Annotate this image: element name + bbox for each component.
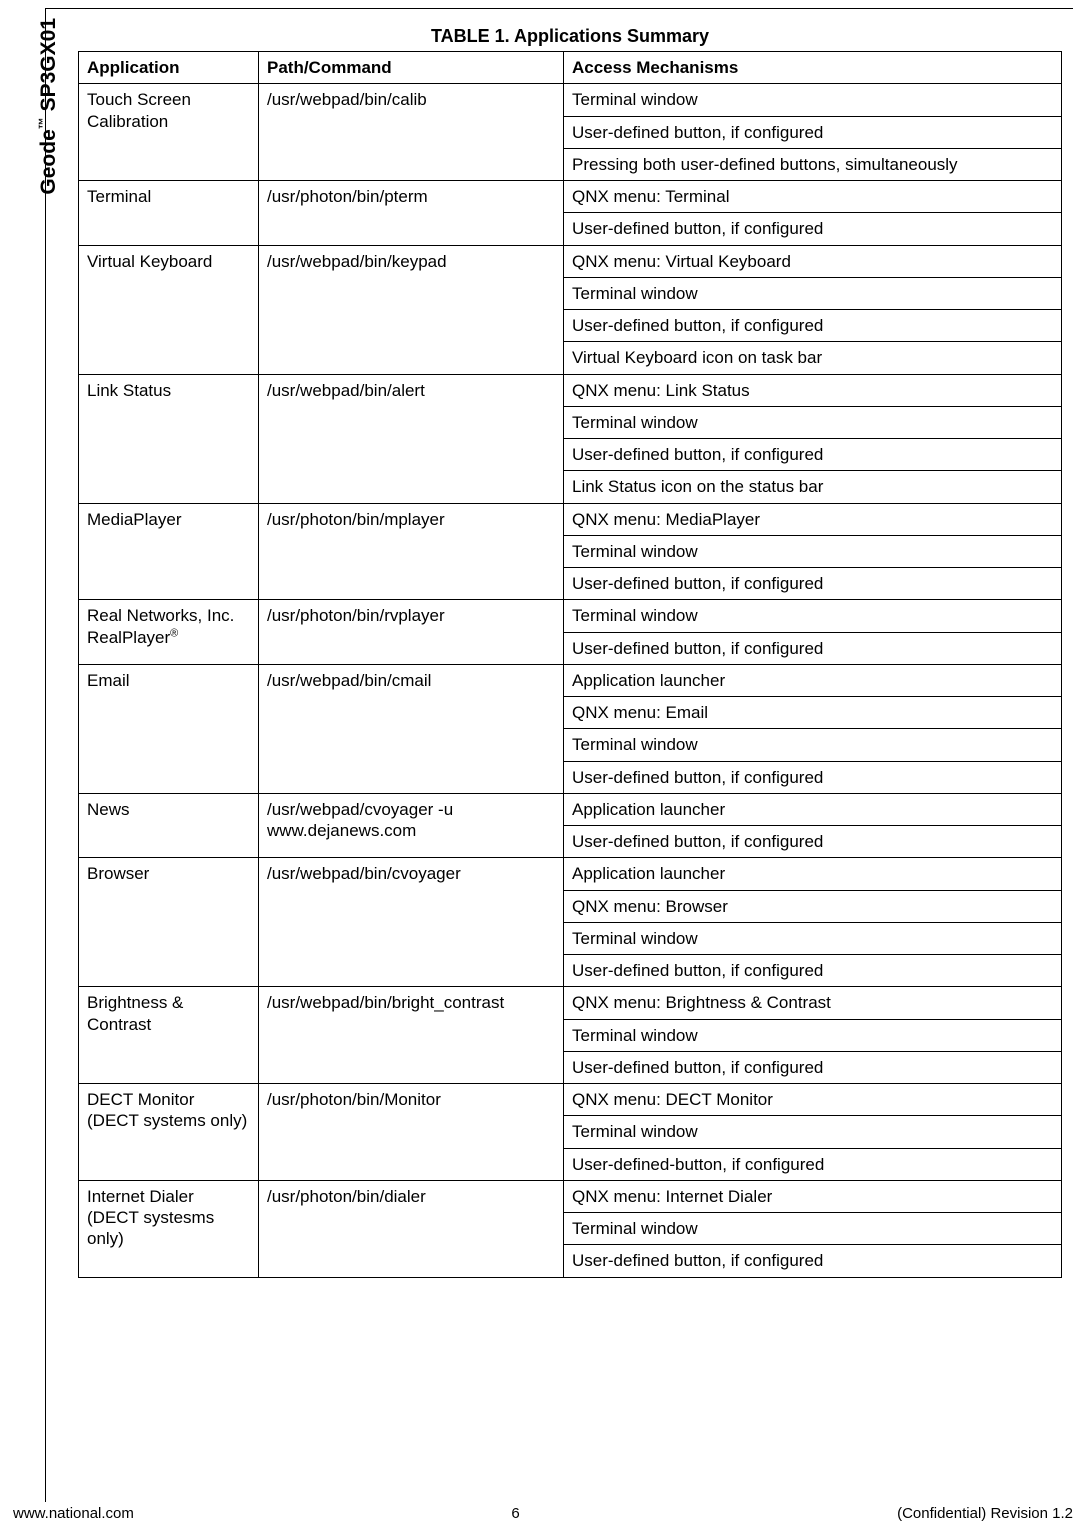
cell-application: Link Status [79, 374, 259, 503]
model: SP3GX01 [37, 18, 60, 117]
cell-application: MediaPlayer [79, 503, 259, 600]
footer-page-number: 6 [511, 1505, 519, 1522]
cell-access: User-defined button, if configured [564, 761, 1062, 793]
cell-access: User-defined button, if configured [564, 826, 1062, 858]
trademark: ™ [36, 117, 50, 129]
cell-access: QNX menu: Browser [564, 890, 1062, 922]
table-row: Touch Screen Calibration/usr/webpad/bin/… [79, 84, 1062, 116]
cell-application: Virtual Keyboard [79, 245, 259, 374]
page: Geode™ SP3GX01 TABLE 1. Applications Sum… [0, 0, 1076, 1524]
table-row: Internet Dialer (DECT systesms only)/usr… [79, 1180, 1062, 1212]
cell-command: /usr/webpad/bin/alert [259, 374, 564, 503]
cell-access: User-defined button, if configured [564, 955, 1062, 987]
cell-access: Link Status icon on the status bar [564, 471, 1062, 503]
footer-right: (Confidential) Revision 1.2 [897, 1505, 1073, 1522]
cell-command: /usr/photon/bin/Monitor [259, 1084, 564, 1181]
table-row: DECT Monitor (DECT systems only)/usr/pho… [79, 1084, 1062, 1116]
cell-access: QNX menu: DECT Monitor [564, 1084, 1062, 1116]
cell-access: QNX menu: Internet Dialer [564, 1180, 1062, 1212]
cell-access: Terminal window [564, 277, 1062, 309]
cell-access: Application launcher [564, 664, 1062, 696]
cell-access: User-defined-button, if configured [564, 1148, 1062, 1180]
cell-command: /usr/webpad/bin/keypad [259, 245, 564, 374]
cell-command: /usr/photon/bin/rvplayer [259, 600, 564, 665]
cell-access: User-defined button, if configured [564, 116, 1062, 148]
cell-application: Brightness & Contrast [79, 987, 259, 1084]
cell-application: Browser [79, 858, 259, 987]
table-row: Link Status/usr/webpad/bin/alertQNX menu… [79, 374, 1062, 406]
cell-access: QNX menu: Virtual Keyboard [564, 245, 1062, 277]
cell-command: /usr/webpad/bin/cmail [259, 664, 564, 793]
table-row: MediaPlayer/usr/photon/bin/mplayerQNX me… [79, 503, 1062, 535]
content: TABLE 1. Applications Summary Applicatio… [78, 26, 1062, 1278]
cell-access: User-defined button, if configured [564, 1051, 1062, 1083]
cell-access: User-defined button, if configured [564, 310, 1062, 342]
cell-access: Terminal window [564, 1019, 1062, 1051]
table-row: Email/usr/webpad/bin/cmailApplication la… [79, 664, 1062, 696]
cell-command: /usr/webpad/bin/cvoyager [259, 858, 564, 987]
cell-access: Terminal window [564, 1213, 1062, 1245]
footer-left: www.national.com [13, 1505, 134, 1522]
cell-access: QNX menu: Brightness & Contrast [564, 987, 1062, 1019]
side-product-label: Geode™ SP3GX01 [36, 18, 61, 195]
applications-table: Application Path/Command Access Mechanis… [78, 51, 1062, 1278]
footer: www.national.com 6 (Confidential) Revisi… [13, 1505, 1073, 1522]
cell-command: /usr/webpad/bin/calib [259, 84, 564, 181]
cell-access: User-defined button, if configured [564, 568, 1062, 600]
cell-access: Terminal window [564, 922, 1062, 954]
table-caption: TABLE 1. Applications Summary [78, 26, 1062, 47]
cell-access: User-defined button, if configured [564, 1245, 1062, 1277]
cell-access: QNX menu: Terminal [564, 181, 1062, 213]
table-row: Terminal/usr/photon/bin/ptermQNX menu: T… [79, 181, 1062, 213]
cell-access: Application launcher [564, 793, 1062, 825]
cell-access: Pressing both user-defined buttons, simu… [564, 148, 1062, 180]
cell-application: Real Networks, Inc. RealPlayer® [79, 600, 259, 665]
cell-access: Terminal window [564, 535, 1062, 567]
cell-command: /usr/webpad/bin/bright_contrast [259, 987, 564, 1084]
cell-access: Application launcher [564, 858, 1062, 890]
cell-command: /usr/photon/bin/pterm [259, 181, 564, 246]
cell-application: News [79, 793, 259, 858]
table-row: Real Networks, Inc. RealPlayer®/usr/phot… [79, 600, 1062, 632]
cell-access: Terminal window [564, 406, 1062, 438]
cell-application: Touch Screen Calibration [79, 84, 259, 181]
cell-access: User-defined button, if configured [564, 632, 1062, 664]
col-path-command: Path/Command [259, 52, 564, 84]
cell-application: Internet Dialer (DECT systesms only) [79, 1180, 259, 1277]
cell-application: Terminal [79, 181, 259, 246]
cell-command: /usr/webpad/cvoyager -u www.dejanews.com [259, 793, 564, 858]
col-access-mechanisms: Access Mechanisms [564, 52, 1062, 84]
cell-application: Email [79, 664, 259, 793]
table-row: Browser/usr/webpad/bin/cvoyagerApplicati… [79, 858, 1062, 890]
cell-command: /usr/photon/bin/dialer [259, 1180, 564, 1277]
cell-access: User-defined button, if configured [564, 213, 1062, 245]
table-row: Virtual Keyboard/usr/webpad/bin/keypadQN… [79, 245, 1062, 277]
cell-access: QNX menu: Email [564, 697, 1062, 729]
brand: Geode [37, 129, 60, 194]
cell-access: Terminal window [564, 600, 1062, 632]
cell-access: QNX menu: Link Status [564, 374, 1062, 406]
cell-application: DECT Monitor (DECT systems only) [79, 1084, 259, 1181]
cell-access: Terminal window [564, 84, 1062, 116]
table-header-row: Application Path/Command Access Mechanis… [79, 52, 1062, 84]
col-application: Application [79, 52, 259, 84]
cell-access: Terminal window [564, 729, 1062, 761]
table-row: Brightness & Contrast/usr/webpad/bin/bri… [79, 987, 1062, 1019]
cell-access: Terminal window [564, 1116, 1062, 1148]
cell-command: /usr/photon/bin/mplayer [259, 503, 564, 600]
cell-access: QNX menu: MediaPlayer [564, 503, 1062, 535]
cell-access: User-defined button, if configured [564, 439, 1062, 471]
cell-access: Virtual Keyboard icon on task bar [564, 342, 1062, 374]
table-row: News/usr/webpad/cvoyager -u www.dejanews… [79, 793, 1062, 825]
table-body: Touch Screen Calibration/usr/webpad/bin/… [79, 84, 1062, 1277]
